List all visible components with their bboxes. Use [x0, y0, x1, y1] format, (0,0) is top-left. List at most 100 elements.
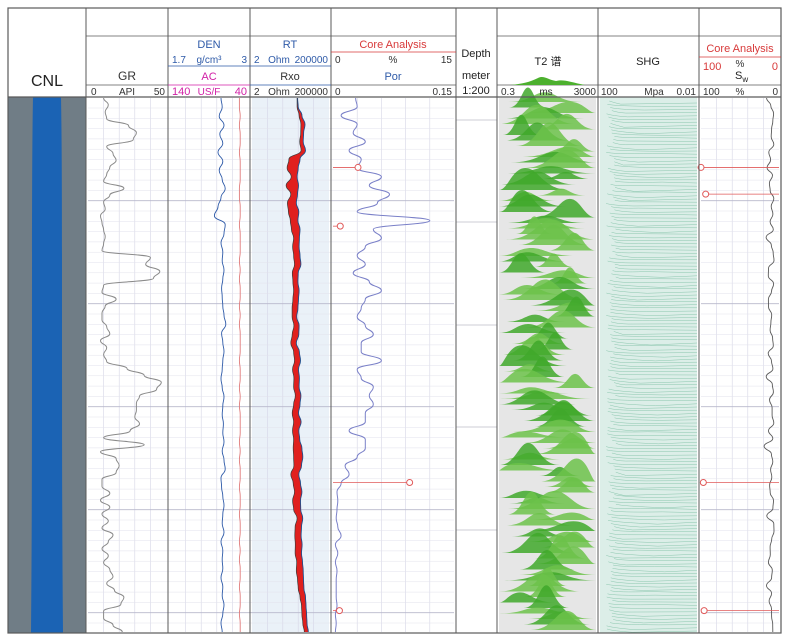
- t2-spectrum-peak: [544, 477, 596, 493]
- shg-curve: [606, 555, 698, 559]
- shg-curve: [613, 219, 698, 222]
- por-title: Por: [384, 71, 401, 83]
- shg-curve: [611, 129, 698, 135]
- shg-curve: [615, 471, 698, 476]
- sw-curve: [763, 97, 775, 633]
- shg-curve: [608, 116, 698, 120]
- shg-curve: [606, 625, 698, 630]
- shg-curve: [613, 423, 698, 427]
- shg-curve: [611, 318, 698, 321]
- ac-unit: US/F: [198, 87, 221, 98]
- shg-curve: [611, 587, 698, 591]
- shg-curve: [608, 561, 698, 566]
- shg-curve: [615, 503, 698, 508]
- core-por-points: [333, 163, 414, 615]
- t2-spectrum-peak: [499, 253, 547, 273]
- t2-spectrum-peak: [519, 550, 575, 570]
- shg-curve: [607, 411, 698, 416]
- shg-curve: [611, 295, 698, 301]
- por-min: 0: [335, 87, 341, 98]
- shg-max: 0.01: [677, 87, 697, 98]
- shg-curve: [610, 510, 698, 513]
- shg-curve: [613, 619, 698, 624]
- depth-title: Depth: [461, 48, 490, 60]
- shg-curve: [610, 571, 698, 575]
- shg-curve: [614, 180, 698, 184]
- shg-curve: [614, 494, 698, 498]
- shg-curve: [615, 443, 698, 446]
- ac-title: AC: [201, 71, 216, 83]
- shg-curve: [607, 401, 698, 407]
- core-por-max: 15: [441, 55, 453, 66]
- rxo-max: 200000: [295, 87, 329, 98]
- core-sw-unit: %: [736, 59, 745, 70]
- cnl-track: [8, 97, 86, 633]
- shg-curve: [607, 427, 698, 432]
- t2-spectrum-peak: [499, 190, 555, 212]
- shg-curve: [607, 513, 698, 517]
- shg-curve: [612, 487, 698, 491]
- shg-curve: [607, 462, 698, 465]
- shg-curve: [613, 382, 698, 386]
- shg-curve: [606, 596, 698, 600]
- ac-curve: [238, 98, 241, 632]
- header: CNL GR 0 API 50 DEN 1.7 g/cm³ 3 AC 140 U…: [31, 39, 778, 98]
- shg-curve: [607, 369, 698, 373]
- shg-curve: [611, 289, 698, 294]
- shg-curve: [610, 308, 698, 312]
- shg-curve: [614, 158, 698, 163]
- shg-curve: [608, 235, 698, 239]
- shg-curve: [611, 340, 698, 346]
- shg-curve: [607, 193, 698, 198]
- t2-spectrum-peak: [499, 573, 582, 592]
- shg-curve: [610, 475, 698, 479]
- sw-max: 0: [772, 87, 778, 98]
- t2-spectrum-peak: [536, 188, 586, 196]
- t2-spectrum-peak: [534, 253, 573, 267]
- frame: [7, 7, 782, 634]
- shg-curve: [613, 174, 698, 179]
- shg-curve: [608, 500, 698, 504]
- shg-curve: [610, 551, 698, 557]
- shg-curve: [609, 257, 698, 261]
- shg-curve: [606, 225, 698, 229]
- shg-curve: [609, 279, 698, 283]
- t2-spectrum-peak: [499, 442, 560, 465]
- ac-max: 40: [235, 86, 247, 98]
- t2-min: 0.3: [501, 87, 515, 98]
- sw-title: Sw: [735, 70, 748, 84]
- shg-curve: [606, 449, 698, 453]
- t2-spectrum-peak: [535, 431, 596, 454]
- t2-spectrum-peak: [536, 332, 574, 350]
- shg-curve: [611, 119, 698, 123]
- core-sw-point: [699, 478, 707, 486]
- gr-curve: [99, 97, 162, 633]
- den-curve: [213, 97, 227, 633]
- rt-max: 200000: [295, 55, 329, 66]
- shg-curve: [611, 337, 698, 341]
- shg-curve: [609, 363, 698, 367]
- ac-min: 140: [172, 86, 190, 98]
- shg-curve: [607, 283, 698, 288]
- t2-spectrum-peak: [540, 531, 596, 548]
- shg-curve: [611, 516, 698, 521]
- t2-spectrum-peak: [513, 419, 596, 432]
- t2-spectrum-peak: [499, 592, 556, 603]
- shg-curve: [615, 228, 698, 233]
- cnl-title: CNL: [31, 73, 63, 90]
- t2-spectrum-peak: [552, 373, 596, 388]
- shg-curve: [611, 414, 698, 419]
- shg-curve: [614, 263, 698, 267]
- shg-curve: [610, 484, 698, 489]
- t2-unit: ms: [539, 87, 552, 98]
- shg-curve: [608, 324, 698, 328]
- shg-curve: [612, 439, 698, 445]
- shg-curve: [612, 574, 698, 577]
- shg-curve: [607, 327, 698, 331]
- shg-curve: [607, 433, 698, 437]
- shg-curve: [608, 545, 698, 549]
- shg-curve: [615, 254, 698, 258]
- core-por-title: Core Analysis: [359, 39, 427, 51]
- shg-curve: [612, 564, 698, 568]
- shg-curve: [607, 391, 698, 396]
